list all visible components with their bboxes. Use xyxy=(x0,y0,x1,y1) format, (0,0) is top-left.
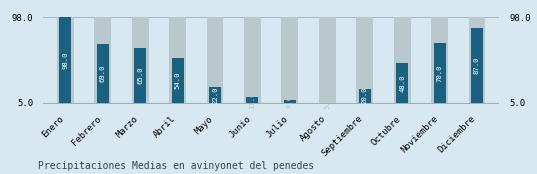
Bar xyxy=(359,89,371,102)
Text: 69.0: 69.0 xyxy=(100,65,106,82)
Text: 48.0: 48.0 xyxy=(399,74,405,92)
Bar xyxy=(431,18,448,102)
Bar xyxy=(396,63,408,102)
Bar xyxy=(97,44,109,102)
Text: 20.0: 20.0 xyxy=(362,87,368,104)
Bar xyxy=(60,18,71,102)
Bar xyxy=(471,27,483,102)
Bar xyxy=(357,18,373,102)
Text: 11.0: 11.0 xyxy=(250,91,256,109)
Bar xyxy=(469,18,485,102)
Bar xyxy=(319,18,336,102)
Bar xyxy=(394,18,411,102)
Text: 87.0: 87.0 xyxy=(474,56,480,74)
Text: 8.0: 8.0 xyxy=(287,95,293,108)
Bar xyxy=(95,18,111,102)
Bar xyxy=(132,18,149,102)
Text: 98.0: 98.0 xyxy=(62,51,68,69)
Text: Precipitaciones Medias en avinyonet del penedes: Precipitaciones Medias en avinyonet del … xyxy=(38,161,314,171)
Bar xyxy=(433,43,446,102)
Bar xyxy=(284,100,296,102)
Text: 65.0: 65.0 xyxy=(137,66,143,84)
Text: 54.0: 54.0 xyxy=(175,71,180,89)
Bar xyxy=(169,18,186,102)
Bar xyxy=(57,18,74,102)
Bar xyxy=(281,18,299,102)
Text: 70.0: 70.0 xyxy=(437,64,442,82)
Bar xyxy=(209,87,221,102)
Text: 5.0: 5.0 xyxy=(324,96,330,109)
Bar xyxy=(207,18,223,102)
Bar xyxy=(172,58,184,102)
Bar xyxy=(244,18,261,102)
Text: 22.0: 22.0 xyxy=(212,86,218,104)
Bar xyxy=(246,97,258,102)
Bar xyxy=(134,48,146,102)
